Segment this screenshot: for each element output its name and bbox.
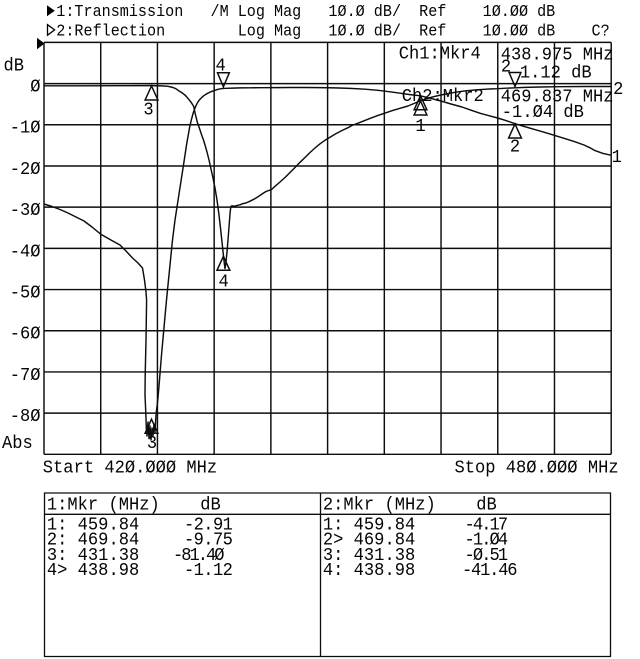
svg-text:1: 1	[612, 147, 622, 168]
svg-text:2: 2	[613, 79, 623, 100]
svg-text:2: 2	[510, 137, 520, 158]
svg-text:-9.75: -9.75	[184, 530, 232, 551]
svg-text:2: 2	[501, 57, 511, 78]
svg-text:2:Mkr (MHz): 2:Mkr (MHz)	[323, 495, 436, 516]
svg-text:Start 42Ø.ØØØ MHz: Start 42Ø.ØØØ MHz	[43, 458, 217, 479]
svg-text:4: 4	[215, 56, 225, 77]
svg-text:-81.4Ø: -81.4Ø	[173, 545, 225, 566]
svg-text:1:Transmission /M Log Mag: 1:Transmission /M Log Mag 1Ø.Ø dB/ Ref 1…	[56, 2, 555, 21]
svg-text:4> 438.98: 4> 438.98	[47, 560, 139, 581]
svg-text:438.975 MHz: 438.975 MHz	[501, 45, 614, 66]
svg-text:Ch1:Mkr4: Ch1:Mkr4	[399, 44, 481, 65]
svg-text:4: 438.98: 4: 438.98	[323, 560, 415, 581]
svg-text:dB: dB	[4, 56, 25, 77]
svg-text:2:Reflection Log Mag: 2:Reflection Log Mag 1Ø.Ø dB/ Ref 1Ø.ØØ …	[56, 22, 609, 41]
svg-text:4: 4	[218, 272, 228, 293]
svg-text:1:Mkr (MHz): 1:Mkr (MHz)	[47, 495, 160, 516]
svg-text:3: 431.38: 3: 431.38	[47, 545, 139, 566]
svg-text:-Ø.51: -Ø.51	[465, 545, 508, 566]
svg-text:-41.46: -41.46	[462, 560, 517, 581]
svg-text:Ch2:Mkr2: Ch2:Mkr2	[402, 86, 484, 107]
svg-text:-7Ø: -7Ø	[10, 365, 41, 386]
svg-text:-5Ø: -5Ø	[10, 283, 41, 304]
svg-text:3: 431.38: 3: 431.38	[323, 545, 415, 566]
svg-text:-1.Ø4: -1.Ø4	[465, 530, 508, 551]
svg-text:Abs: Abs	[2, 433, 33, 454]
svg-text:469.837 MHz: 469.837 MHz	[501, 87, 614, 108]
svg-text:dB: dB	[476, 495, 497, 516]
svg-text:3: 3	[143, 100, 153, 121]
svg-text:-4Ø: -4Ø	[10, 242, 41, 263]
svg-text:-1Ø: -1Ø	[10, 118, 41, 139]
svg-text:Stop 48Ø.ØØØ MHz: Stop 48Ø.ØØØ MHz	[454, 458, 618, 479]
svg-text:-6Ø: -6Ø	[10, 324, 41, 345]
svg-text:2: 469.84: 2: 469.84	[47, 530, 139, 551]
svg-text:1.12 dB: 1.12 dB	[520, 63, 592, 84]
svg-text:-4.17: -4.17	[465, 515, 508, 536]
svg-text:1: 459.84: 1: 459.84	[47, 515, 139, 536]
svg-text:-8Ø: -8Ø	[10, 406, 41, 427]
svg-text:-3Ø: -3Ø	[10, 200, 41, 221]
svg-text:Ø: Ø	[30, 77, 40, 98]
svg-text:-2Ø: -2Ø	[10, 159, 41, 180]
svg-text:1: 1	[415, 116, 425, 137]
svg-text:dB: dB	[200, 495, 221, 516]
svg-text:3: 3	[147, 433, 157, 454]
svg-text:2> 469.84: 2> 469.84	[323, 530, 415, 551]
svg-text:-2.91: -2.91	[184, 515, 232, 536]
svg-text:1: 459.84: 1: 459.84	[323, 515, 415, 536]
svg-text:-1.12: -1.12	[184, 560, 232, 581]
svg-text:-1.Ø4 dB: -1.Ø4 dB	[502, 102, 584, 123]
